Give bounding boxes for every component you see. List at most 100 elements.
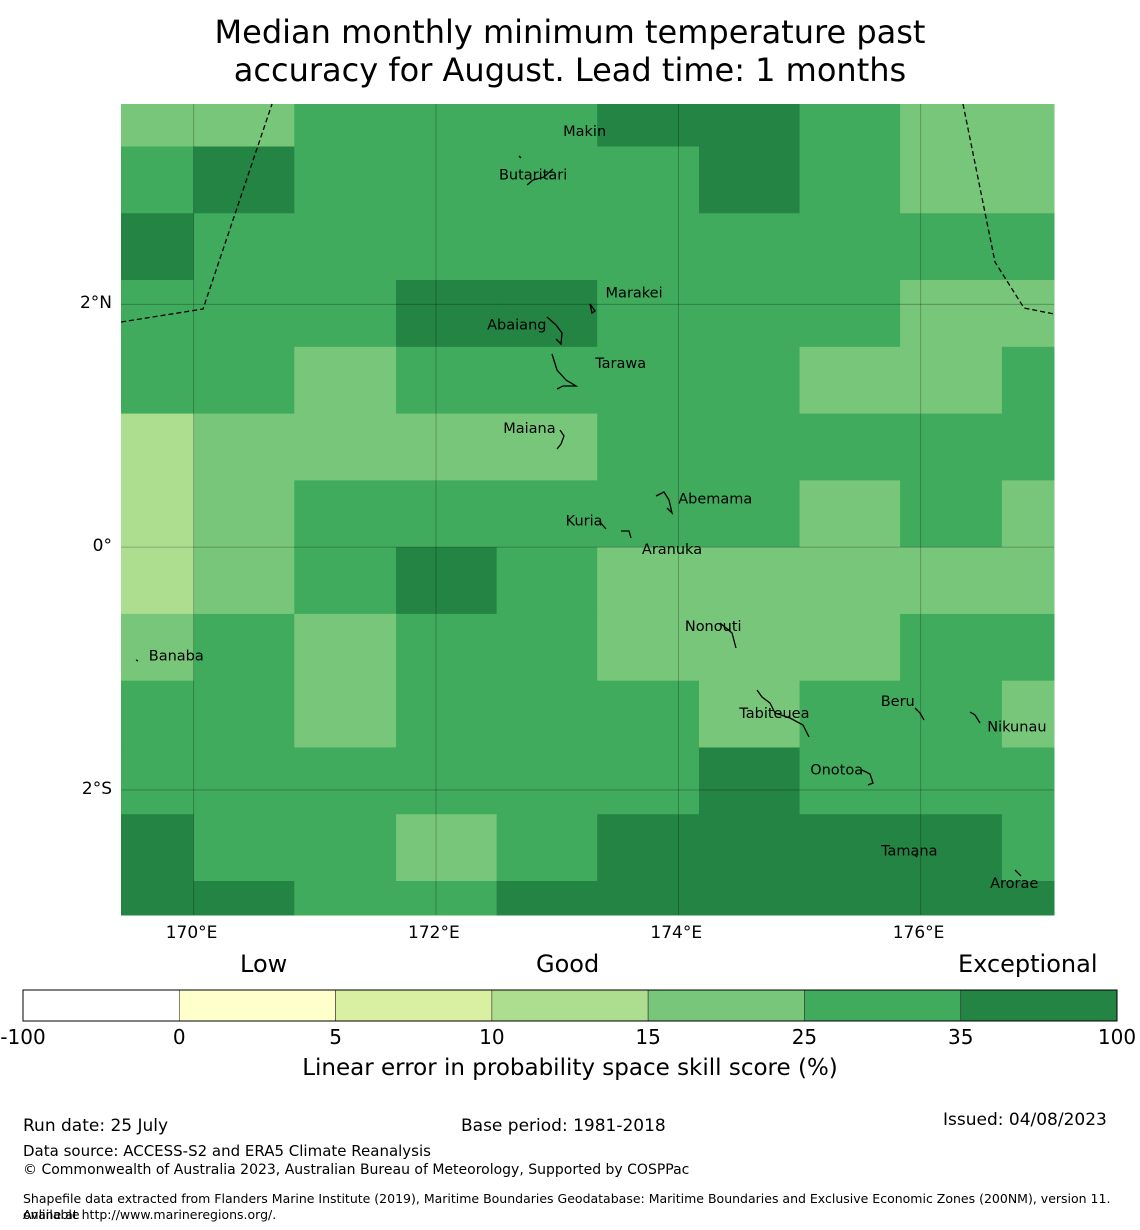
grid-cell (193, 213, 295, 281)
grid-cell (496, 146, 598, 214)
grid-cell (396, 213, 498, 281)
grid-cell (1001, 680, 1055, 748)
island-label: Tabiteuea (738, 706, 809, 722)
island-label: Nikunau (987, 720, 1046, 736)
grid-cell (496, 547, 598, 615)
grid-cell (294, 104, 397, 147)
grid-cell (396, 680, 498, 748)
grid-cell (1001, 146, 1055, 214)
grid-cell (496, 613, 598, 682)
grid-cell (698, 213, 801, 281)
grid-cell (193, 146, 295, 214)
grid-cell (121, 413, 195, 481)
island-label: Kuria (566, 513, 603, 529)
grid-cell (294, 480, 397, 548)
island-abaiang (546, 316, 563, 346)
grid-cell (121, 280, 195, 348)
island-label: Abaiang (487, 318, 546, 334)
x-tick-label: 174°E (650, 923, 703, 943)
grid-cell (1001, 280, 1055, 348)
grid-cell (193, 280, 295, 348)
island-arorae (1014, 869, 1022, 877)
grid-cell (294, 346, 397, 415)
island-marakei (589, 303, 596, 315)
grid-cell (1001, 213, 1055, 281)
grid-cell (193, 547, 295, 615)
island-label: Butaritari (499, 168, 567, 184)
y-tick-label: 2°S (81, 778, 112, 799)
grid-cell (799, 881, 901, 916)
island-abemama (655, 491, 674, 516)
grid-cell (496, 213, 598, 281)
grid-cell (1001, 613, 1055, 682)
colorbar-label: Linear error in probability space skill … (302, 1055, 838, 1081)
colorbar-tick: 0 (172, 1025, 186, 1049)
island-label: Tarawa (594, 356, 646, 372)
eez-boundaries (120, 103, 1055, 323)
grid-cell (396, 146, 498, 214)
grid-cell (799, 280, 901, 348)
grid-cell (294, 146, 397, 214)
grid-cell (496, 814, 598, 882)
grid-cell (193, 346, 295, 415)
colorbar-segment (22, 989, 180, 1022)
base-period: Base period: 1981-2018 (461, 1116, 666, 1136)
grid-cell (1001, 547, 1055, 615)
grid-cell (121, 213, 195, 281)
eez-boundary-west (120, 103, 273, 323)
category-good: Good (536, 950, 600, 978)
grid-cell (698, 613, 801, 682)
grid-cell (193, 480, 295, 548)
grid-cell (900, 480, 1003, 548)
grid-cell (799, 747, 901, 815)
grid-cell (900, 280, 1003, 348)
grid-cell (193, 680, 295, 748)
grid-cell (698, 547, 801, 615)
island-label: Abemama (678, 492, 752, 508)
colorbar-tick: 5 (329, 1025, 342, 1049)
shapefile-credit-line2: online at http://www.marineregions.org/. (23, 1207, 277, 1222)
grid-cell (799, 213, 901, 281)
grid-cell (1001, 346, 1055, 415)
grid-cell (597, 146, 700, 214)
x-tick-label: 176°E (892, 923, 945, 943)
grid-cell (193, 881, 295, 916)
grid-cell (597, 413, 700, 481)
grid-cell (496, 480, 598, 548)
island-tamana (914, 854, 918, 858)
colorbar-tick: 15 (635, 1025, 661, 1049)
x-tick-label: 172°E (408, 923, 460, 943)
colorbar-segments (22, 989, 1118, 1022)
island-label: Aranuka (642, 542, 702, 558)
grid-cell (900, 346, 1003, 415)
island-beru (914, 707, 925, 721)
grid-cell (799, 613, 901, 682)
grid-cell (597, 104, 700, 147)
copyright: © Commonwealth of Australia 2023, Austra… (23, 1162, 690, 1178)
grid-cell (1001, 480, 1055, 548)
grid-cell (396, 881, 498, 916)
grid-cell (698, 146, 801, 214)
grid-cell (597, 480, 700, 548)
grid-cell (900, 613, 1003, 682)
grid-cell (1001, 747, 1055, 815)
grid-cell (597, 747, 700, 815)
grid-cell (900, 104, 1003, 147)
grid-cell (396, 613, 498, 682)
category-exceptional: Exceptional (958, 950, 1098, 978)
island-label: Tamana (880, 844, 937, 860)
grid-cell (121, 881, 195, 916)
run-date: Run date: 25 July (23, 1116, 169, 1136)
colorbar-tick: 35 (947, 1025, 974, 1049)
x-tick-label: 170°E (165, 923, 218, 943)
island-maiana (556, 429, 565, 450)
grid-cell (597, 346, 700, 415)
grid-cell (294, 547, 397, 615)
grid-cell (597, 613, 700, 682)
grid-cell (1001, 881, 1055, 916)
grid-cell (597, 680, 700, 748)
y-tick-label: 2°N (79, 293, 112, 314)
grid-cell (294, 613, 397, 682)
grid-cell (294, 213, 397, 281)
island-label: Beru (881, 694, 915, 710)
